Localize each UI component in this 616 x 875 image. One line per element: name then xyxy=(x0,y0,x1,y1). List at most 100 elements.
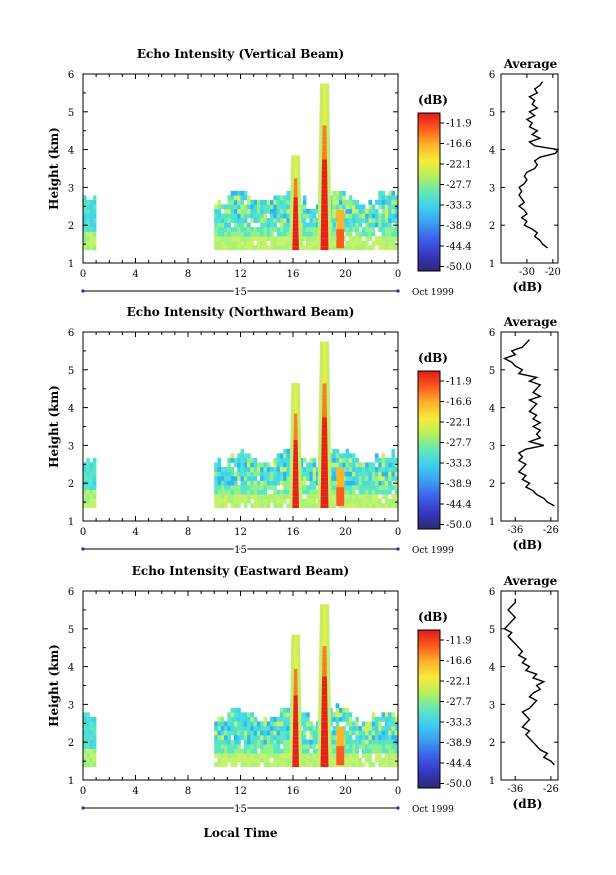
heatmap-cell xyxy=(253,730,258,736)
heatmap-cell xyxy=(355,757,359,763)
heatmap-cell xyxy=(256,236,261,241)
heatmap-cell xyxy=(276,471,281,477)
heatmap-cell xyxy=(233,213,238,219)
heatmap-cell xyxy=(227,744,231,749)
heatmap-cell xyxy=(243,457,248,463)
heatmap-cell xyxy=(332,489,336,495)
heatmap-cell xyxy=(355,245,359,251)
heatmap-cell xyxy=(250,712,254,718)
heatmap-cell xyxy=(322,645,327,650)
heatmap-cell xyxy=(348,204,353,210)
heatmap-cell xyxy=(214,725,218,731)
heatmap-cell xyxy=(306,227,310,232)
heatmap-cell xyxy=(312,466,317,472)
heatmap-cell xyxy=(355,466,359,472)
heatmap-cell xyxy=(270,485,274,490)
heatmap-cell xyxy=(342,453,346,459)
heatmap-cell xyxy=(332,753,336,758)
heatmap-cell xyxy=(348,503,353,509)
heatmap-cell xyxy=(322,417,327,422)
heatmap-cell xyxy=(342,204,346,210)
heatmap-cell xyxy=(368,480,373,486)
heatmap-cell xyxy=(92,489,97,495)
heatmap-cell xyxy=(276,208,281,214)
heatmap-cell xyxy=(365,213,369,219)
heatmap-cell xyxy=(348,218,353,223)
heatmap-cell xyxy=(388,744,392,749)
heatmap-cell xyxy=(253,503,258,509)
heatmap-cell xyxy=(279,466,284,472)
heatmap-cell xyxy=(332,498,336,504)
heatmap-cell xyxy=(293,417,298,422)
heatmap-cell xyxy=(92,480,97,486)
heatmap-cell xyxy=(247,245,251,251)
heatmap-cell xyxy=(266,730,271,736)
heatmap-cell xyxy=(321,717,328,722)
heatmap-cell xyxy=(227,748,231,754)
heatmap-cell xyxy=(384,716,389,722)
heatmap-cell xyxy=(247,485,251,490)
heatmap-cell xyxy=(250,476,254,481)
heatmap-cell xyxy=(391,448,396,454)
heatmap-cell xyxy=(247,716,251,722)
heatmap-cell xyxy=(86,476,90,481)
heatmap-cell xyxy=(302,725,307,731)
heatmap-cell xyxy=(294,664,298,669)
heatmap-cell xyxy=(352,489,356,495)
heatmap-cell xyxy=(320,488,329,493)
heatmap-cell xyxy=(361,753,366,758)
heatmap-cell xyxy=(243,494,248,499)
heatmap-cell xyxy=(247,453,251,459)
heatmap-cell xyxy=(302,503,307,509)
heatmap-cell xyxy=(230,204,235,210)
heatmap-cell xyxy=(321,725,328,730)
heatmap-cell xyxy=(391,213,396,219)
heatmap-cell xyxy=(332,236,336,241)
heatmap-cell xyxy=(293,215,299,220)
heatmap-cell xyxy=(224,503,228,509)
heatmap-cell xyxy=(361,744,366,749)
heatmap-cell xyxy=(253,739,258,745)
heatmap-cell xyxy=(358,489,363,495)
heatmap-cell xyxy=(371,227,376,232)
heatmap-cell xyxy=(293,454,298,459)
heatmap-cell xyxy=(250,240,254,246)
heatmap-cell xyxy=(322,383,327,388)
heatmap-cell xyxy=(365,471,369,477)
colorbar xyxy=(417,629,441,789)
heatmap-cell xyxy=(371,735,376,740)
heatmap-cell xyxy=(371,762,376,768)
heatmap-cell xyxy=(230,739,235,745)
heatmap-cell xyxy=(292,242,299,247)
colorbar-tick-label: -22.1 xyxy=(446,418,472,429)
heatmap-cell xyxy=(336,228,345,234)
heatmap-cell xyxy=(321,196,328,201)
heatmap-cell xyxy=(378,457,382,463)
heatmap-cell xyxy=(237,462,241,468)
heatmap-cell xyxy=(394,466,399,472)
heatmap-cell xyxy=(286,721,291,727)
heatmap-cell xyxy=(391,204,396,210)
heatmap-cell xyxy=(224,485,228,490)
heatmap-cell xyxy=(365,739,369,745)
heatmap-cell xyxy=(302,222,307,228)
heatmap-cell xyxy=(352,748,356,754)
heatmap-cell xyxy=(394,498,399,504)
heatmap-cell xyxy=(247,457,251,463)
heatmap-cell xyxy=(224,208,228,214)
heatmap-cell xyxy=(323,87,326,92)
heatmap-cell xyxy=(378,213,382,219)
heatmap-cell xyxy=(348,735,353,740)
heatmap-cell xyxy=(273,245,277,251)
heatmap-cell xyxy=(358,503,363,509)
heatmap-cell xyxy=(378,721,382,727)
profile-y-tick-label: 1 xyxy=(489,776,495,787)
heatmap-cell xyxy=(283,739,287,745)
heatmap-cell xyxy=(263,218,268,223)
heatmap-cell xyxy=(384,753,389,758)
y-tick-label: 5 xyxy=(68,366,74,377)
heatmap-cell xyxy=(384,735,389,740)
heatmap-cell xyxy=(336,745,345,751)
heatmap-cell xyxy=(224,204,228,210)
heatmap-cell xyxy=(227,457,231,463)
